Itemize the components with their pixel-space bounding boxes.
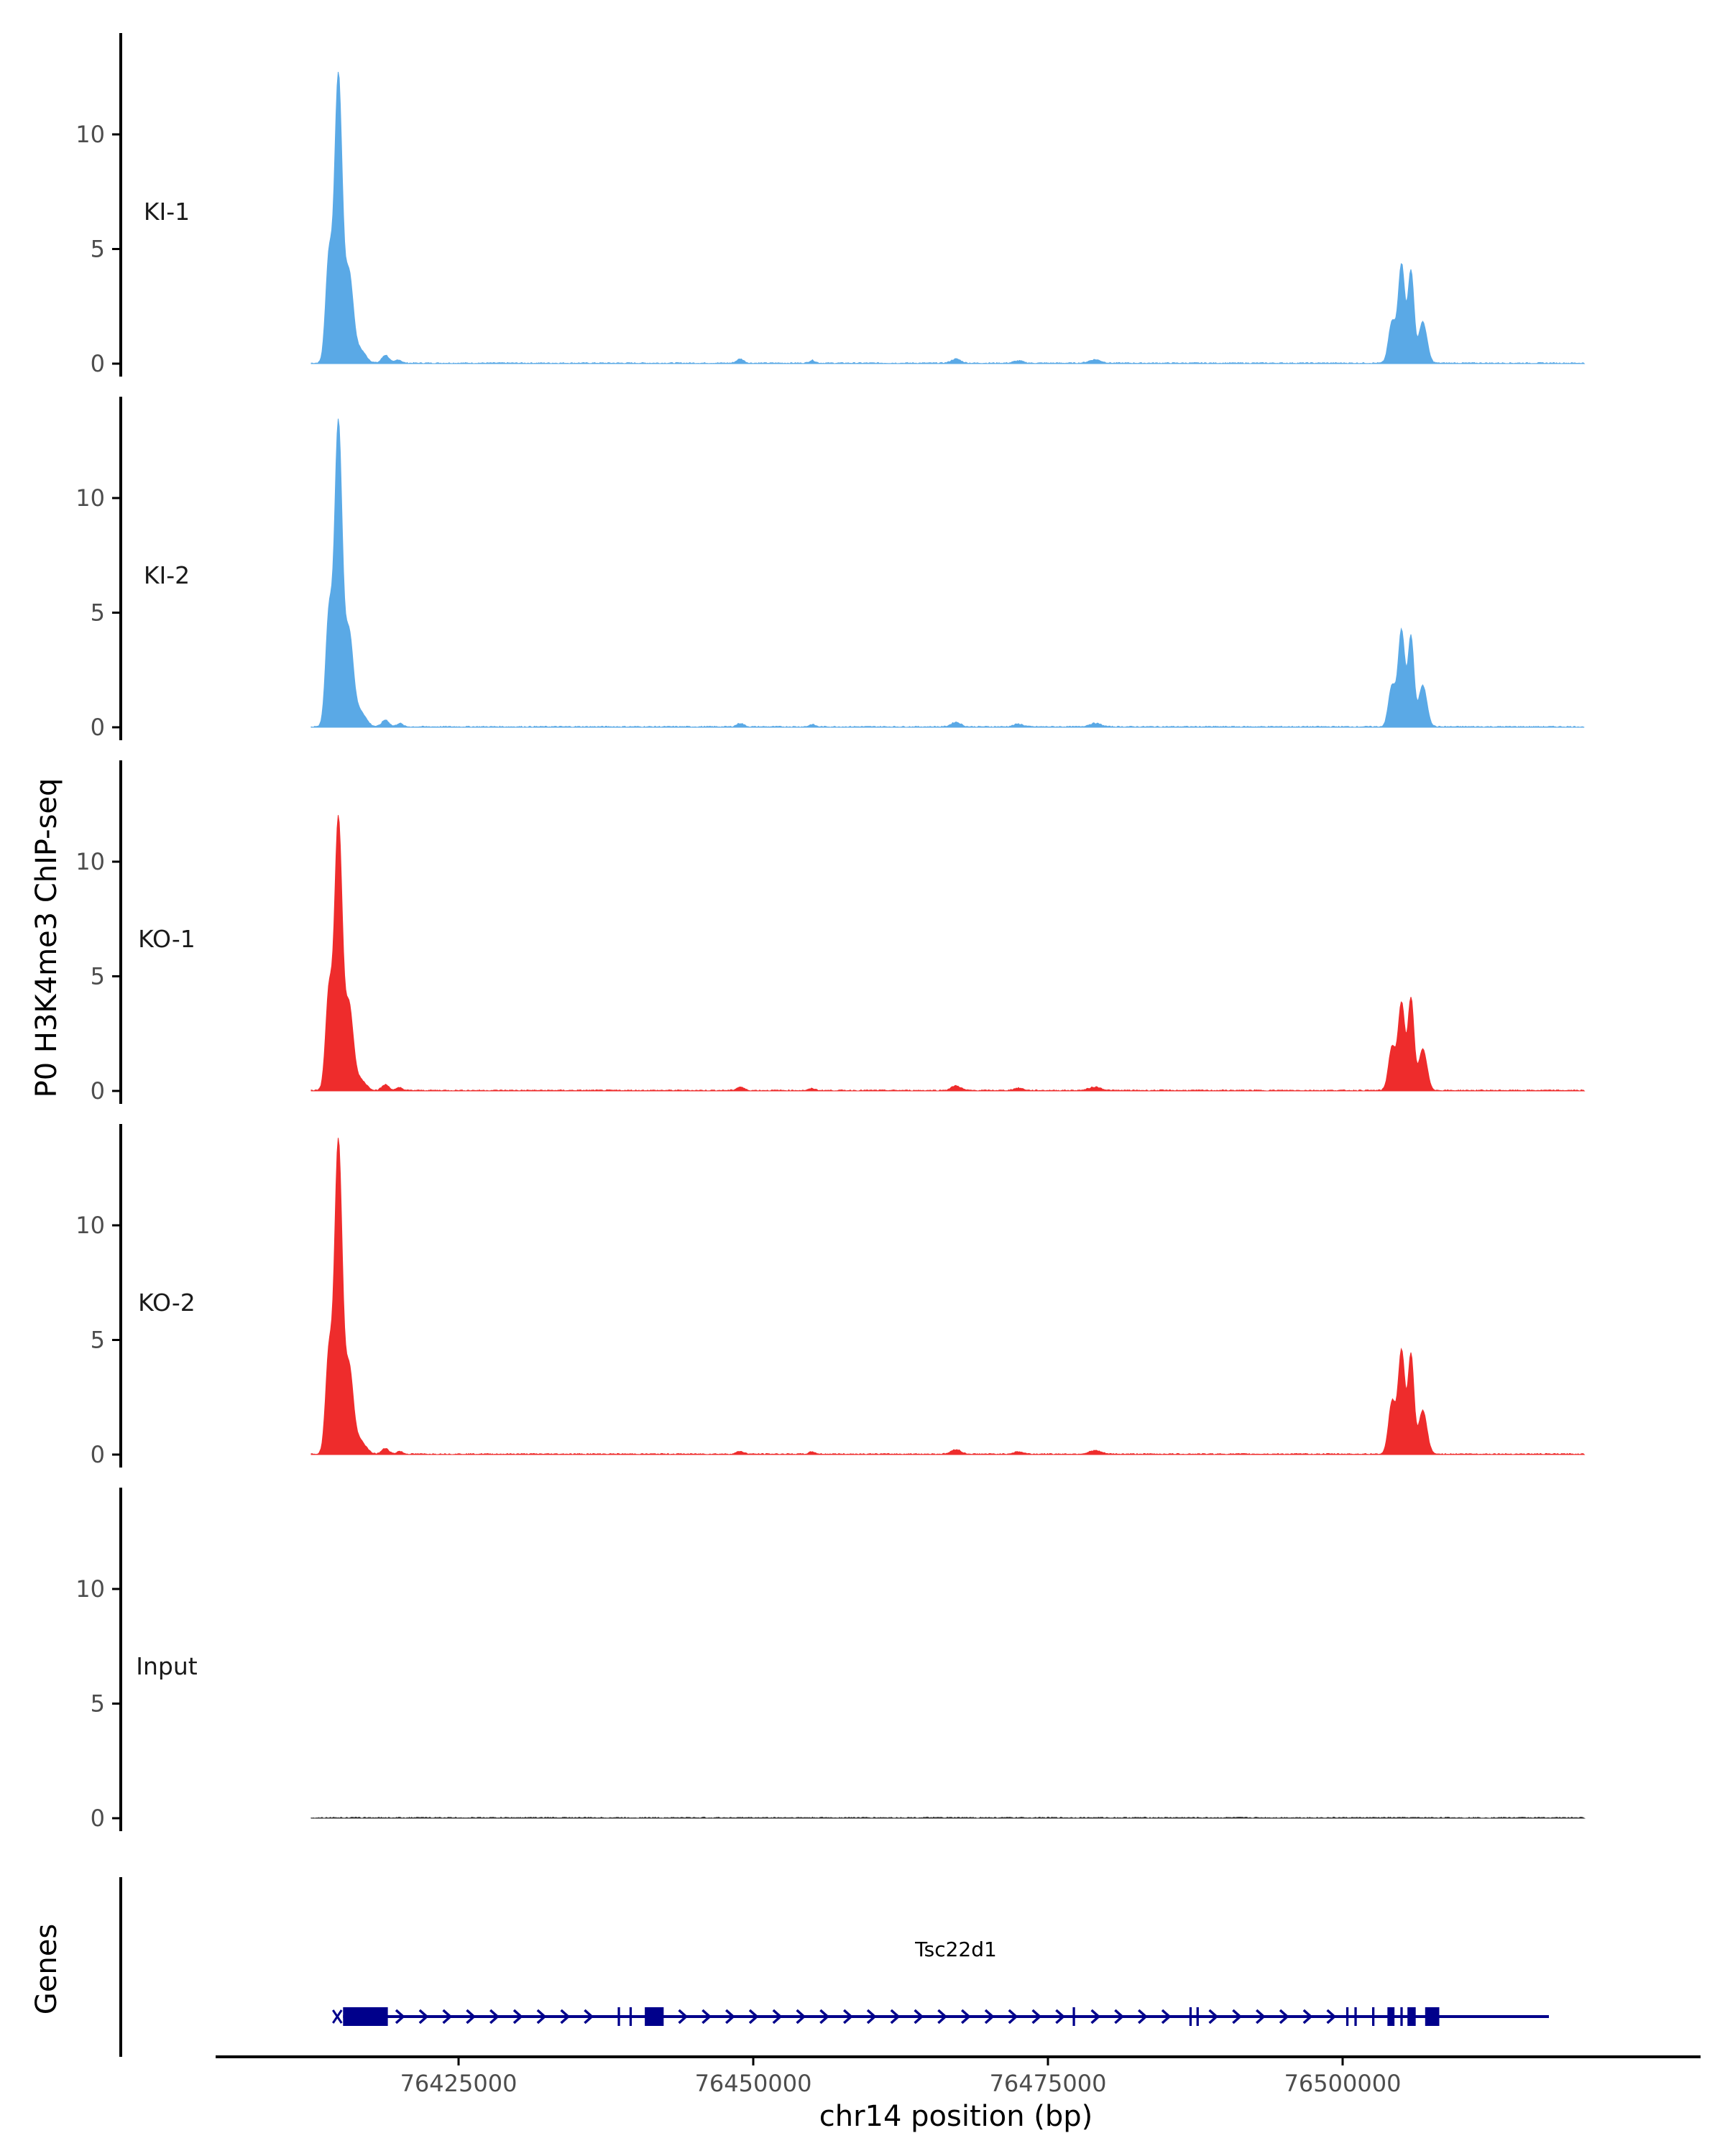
track-ko-2: 0 5 10 KO-2 <box>75 1124 1586 1468</box>
track-label: Input <box>136 1652 198 1680</box>
signal-area-ko-1 <box>310 815 1586 1092</box>
signal-area-input <box>310 1816 1586 1819</box>
y-tick-label: 5 <box>91 1690 105 1718</box>
y-tick-label: 10 <box>75 484 105 512</box>
genes-track: Tsc22d1 <box>119 1877 1549 2057</box>
signal-area-ki-2 <box>310 418 1585 728</box>
gene-strand-arrow <box>1279 2009 1289 2024</box>
gene-exon <box>1407 2007 1416 2026</box>
y-tick-label: 0 <box>91 1441 105 1468</box>
gene-name-label: Tsc22d1 <box>914 1938 997 1961</box>
y-tick-label: 0 <box>91 714 105 741</box>
y-tick-label: 5 <box>91 236 105 263</box>
y-tick-label: 0 <box>91 1805 105 1832</box>
gene-strand-arrow <box>725 2009 735 2024</box>
gene-strand-arrow <box>1138 2009 1148 2024</box>
gene-strand-arrow <box>1302 2009 1313 2024</box>
gene-exon <box>1400 2007 1403 2026</box>
signal-area-ki-1 <box>310 72 1586 364</box>
gene-strand-arrow <box>772 2009 783 2024</box>
gene-strand-arrow <box>914 2009 924 2024</box>
gene-exon <box>1425 2007 1440 2026</box>
x-tick-label: 76425000 <box>400 2070 518 2097</box>
gene-exon <box>343 2007 388 2026</box>
gene-strand-arrow <box>536 2009 547 2024</box>
y-tick-label: 10 <box>75 1212 105 1239</box>
track-ko-1: 0 5 10 KO-1 <box>75 760 1586 1105</box>
gene-strand-arrow <box>489 2009 500 2024</box>
tracks-layer: 0 5 10 KI-1 0 5 10 KI-2 0 5 10 KO-1 0 5 10 KO-2 0 5 10 Inpu… <box>75 33 1586 1832</box>
y-tick-label: 0 <box>91 1077 105 1105</box>
gene-strand-arrow <box>984 2009 995 2024</box>
gene-start-marker <box>332 2009 343 2024</box>
gene-exon <box>1354 2007 1357 2026</box>
track-label: KO-2 <box>138 1289 196 1317</box>
gene-strand-arrow <box>418 2009 429 2024</box>
y-tick-label: 5 <box>91 1327 105 1354</box>
gene-strand-arrow <box>395 2009 405 2024</box>
gene-strand-arrow <box>1232 2009 1243 2024</box>
gene-strand-arrow <box>584 2009 594 2024</box>
gene-strand-arrow <box>1008 2009 1018 2024</box>
gene-exon <box>1372 2007 1375 2026</box>
gene-strand-arrow <box>702 2009 712 2024</box>
gene-strand-arrow <box>1161 2009 1172 2024</box>
track-label: KO-1 <box>138 925 196 953</box>
y-axis-label: P0 H3K4me3 ChIP-seq <box>30 778 63 1098</box>
gene-exon <box>1346 2007 1349 2026</box>
gene-strand-arrow <box>466 2009 477 2024</box>
track-label: KI-1 <box>144 198 190 226</box>
gene-strand-arrow <box>1031 2009 1042 2024</box>
x-tick-label: 76500000 <box>1284 2070 1402 2097</box>
x-axis: 76425000 76450000 76475000 76500000 <box>216 2055 1701 2097</box>
track-ki-2: 0 5 10 KI-2 <box>75 397 1585 741</box>
gene-strand-arrow <box>1256 2009 1266 2024</box>
gene-strand-arrow <box>512 2009 523 2024</box>
gene-strand-arrow <box>1114 2009 1125 2024</box>
signal-area-ko-2 <box>310 1138 1586 1455</box>
gene-strand-arrow <box>1055 2009 1066 2024</box>
x-tick-label: 76450000 <box>695 2070 812 2097</box>
gene-exon <box>629 2007 632 2026</box>
y-tick-label: 10 <box>75 848 105 875</box>
gene-strand-arrow <box>890 2009 901 2024</box>
y-tick-label: 5 <box>91 599 105 627</box>
x-tick-label: 76475000 <box>990 2070 1107 2097</box>
y-tick-label: 0 <box>91 350 105 377</box>
y-tick-label: 10 <box>75 121 105 148</box>
gene-exon <box>1072 2007 1075 2026</box>
gene-strand-arrow <box>796 2009 806 2024</box>
gene-strand-arrow <box>678 2009 689 2024</box>
gene-strand-arrow <box>866 2009 877 2024</box>
gene-exon <box>617 2007 620 2026</box>
gene-exon <box>645 2007 664 2026</box>
gene-strand-arrow <box>560 2009 571 2024</box>
track-label: KI-2 <box>144 561 190 589</box>
x-axis-label: chr14 position (bp) <box>819 2100 1093 2133</box>
track-ki-1: 0 5 10 KI-1 <box>75 33 1586 377</box>
gene-strand-arrow <box>819 2009 830 2024</box>
gene-strand-arrow <box>843 2009 853 2024</box>
y-tick-label: 10 <box>75 1575 105 1603</box>
gene-strand-arrow <box>1090 2009 1101 2024</box>
track-input: 0 5 10 Input <box>75 1488 1586 1832</box>
gene-strand-arrow <box>748 2009 759 2024</box>
gene-exon <box>1196 2007 1199 2026</box>
gene-strand-arrow <box>442 2009 453 2024</box>
gene-strand-arrow <box>1208 2009 1219 2024</box>
gene-exon <box>1189 2007 1192 2026</box>
gene-strand-arrow <box>937 2009 948 2024</box>
y-tick-label: 5 <box>91 963 105 990</box>
gene-exon <box>1387 2007 1395 2026</box>
gene-strand-arrow <box>1326 2009 1337 2024</box>
gene-strand-arrow <box>961 2009 971 2024</box>
genes-axis-label: Genes <box>30 1924 63 2014</box>
